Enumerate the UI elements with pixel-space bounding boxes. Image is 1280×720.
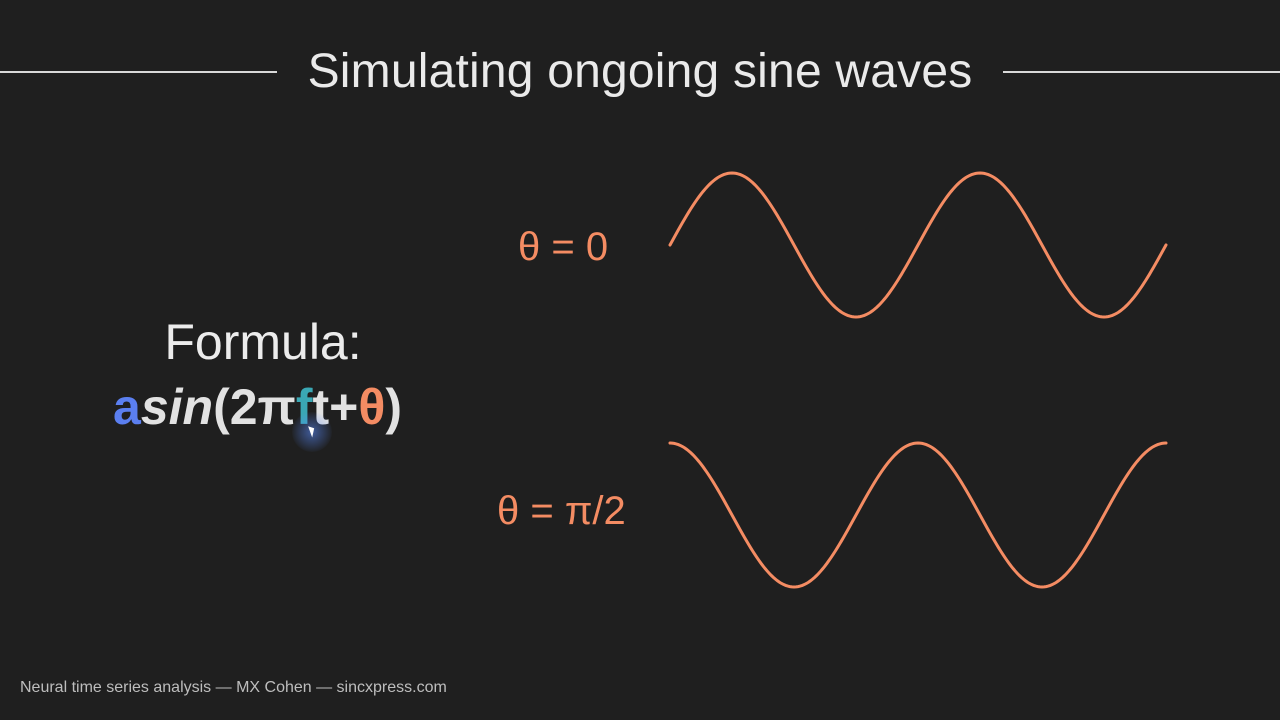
wave-line-theta-pi-2 [668, 441, 1168, 589]
title-rule-right [1003, 71, 1280, 73]
cursor-highlight [292, 412, 332, 452]
slide-title: Simulating ongoing sine waves [307, 45, 973, 98]
formula: asin(2πft+θ) [113, 378, 402, 436]
formula-sin: sin [140, 379, 214, 435]
wave-line-theta-0 [668, 171, 1168, 319]
wave-label-theta-0: θ = 0 [518, 225, 609, 269]
formula-close: ) [385, 379, 403, 435]
formula-open: (2π [213, 379, 296, 435]
sine-wave-theta-0 [668, 171, 1168, 319]
formula-amplitude: a [113, 379, 141, 435]
title-rule-left [0, 71, 277, 73]
sine-wave-theta-pi-2 [668, 441, 1168, 589]
wave-label-theta-pi-2: θ = π/2 [497, 489, 626, 533]
footer-credit: Neural time series analysis — MX Cohen —… [20, 679, 447, 696]
formula-phase: θ [358, 379, 386, 435]
formula-label: Formula: [164, 314, 362, 370]
